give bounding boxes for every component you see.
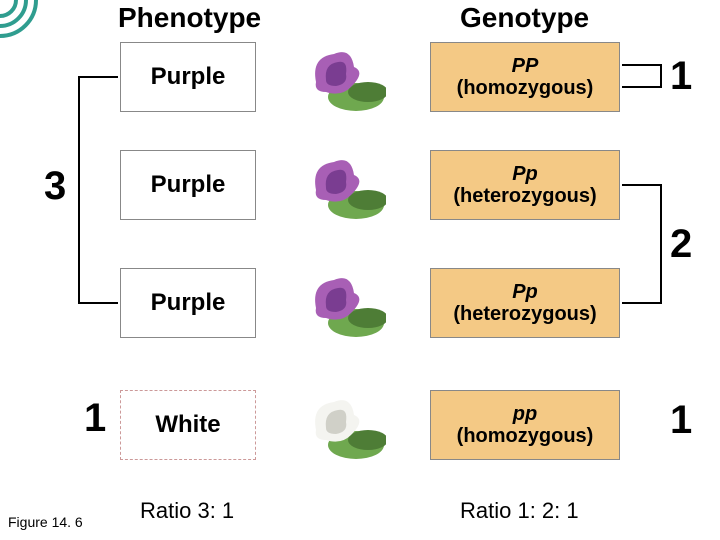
corner-swirl-icon xyxy=(0,0,40,40)
flower-icon xyxy=(296,268,386,338)
phenotype-box: White xyxy=(120,390,256,460)
genotype-box: PP (homozygous) xyxy=(430,42,620,112)
allele-label: pp xyxy=(513,403,537,425)
genotype-box: Pp (heterozygous) xyxy=(430,150,620,220)
phenotype-label: Purple xyxy=(151,63,226,91)
allele-label: Pp xyxy=(512,163,538,185)
count-purple: 3 xyxy=(44,164,66,209)
flower-icon xyxy=(296,390,386,460)
bracket-left-purple xyxy=(78,76,118,304)
allele-label: Pp xyxy=(512,281,538,303)
phenotype-label: White xyxy=(155,411,220,439)
bracket-right-pp-het xyxy=(622,184,662,304)
genotype-box: Pp (heterozygous) xyxy=(430,268,620,338)
zygosity-label: (heterozygous) xyxy=(453,185,596,207)
allele-label: PP xyxy=(512,55,539,77)
zygosity-label: (heterozygous) xyxy=(453,303,596,325)
genotype-ratio: Ratio 1: 2: 1 xyxy=(460,498,579,524)
zygosity-label: (homozygous) xyxy=(457,77,594,99)
phenotype-header: Phenotype xyxy=(118,2,261,34)
figure-label: Figure 14. 6 xyxy=(8,514,83,530)
phenotype-label: Purple xyxy=(151,289,226,317)
phenotype-label: Purple xyxy=(151,171,226,199)
phenotype-box: Purple xyxy=(120,150,256,220)
count-pp: 1 xyxy=(670,54,692,99)
zygosity-label: (homozygous) xyxy=(457,425,594,447)
flower-icon xyxy=(296,150,386,220)
genotype-box: pp (homozygous) xyxy=(430,390,620,460)
count-white: 1 xyxy=(84,396,106,441)
phenotype-ratio: Ratio 3: 1 xyxy=(140,498,234,524)
phenotype-box: Purple xyxy=(120,268,256,338)
count-pp-homo: 1 xyxy=(670,398,692,443)
bracket-right-pp xyxy=(622,64,662,88)
count-pp-het: 2 xyxy=(670,222,692,267)
phenotype-box: Purple xyxy=(120,42,256,112)
genotype-header: Genotype xyxy=(460,2,589,34)
flower-icon xyxy=(296,42,386,112)
